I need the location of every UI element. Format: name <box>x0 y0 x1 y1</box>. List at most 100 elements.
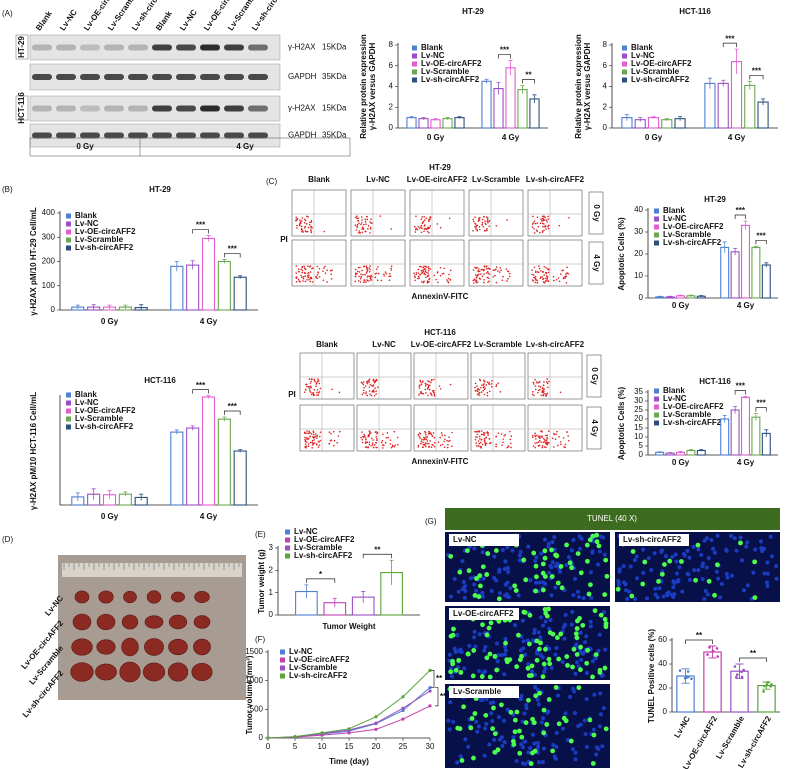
error-bar <box>123 491 128 497</box>
flow-event <box>311 267 313 270</box>
error-bar <box>457 116 462 119</box>
data-point <box>765 683 769 687</box>
bar <box>186 264 200 311</box>
tunel-positive <box>468 725 474 731</box>
flow-plot <box>356 352 412 400</box>
flow-event <box>449 383 452 386</box>
flow-event <box>354 280 357 283</box>
flow-event <box>361 228 363 230</box>
flow-event <box>502 441 504 444</box>
legend-swatch <box>654 404 659 410</box>
y-tick-label: 6 <box>603 61 608 70</box>
tunel-positive <box>544 722 550 727</box>
nucleus <box>769 554 774 559</box>
flow-event <box>478 268 480 270</box>
flow-event <box>428 443 430 445</box>
tunel-positive <box>596 543 602 549</box>
flow-event <box>328 431 331 433</box>
legend-swatch <box>412 69 417 75</box>
nucleus <box>711 546 716 551</box>
nucleus <box>526 544 531 549</box>
flow-event <box>543 229 545 232</box>
nucleus <box>452 646 457 651</box>
flow-event <box>391 445 394 448</box>
flow-event <box>370 444 372 447</box>
legend-label: Lv-NC <box>75 219 99 228</box>
nucleus <box>601 535 606 540</box>
nucleus <box>492 554 497 559</box>
flow-event <box>482 389 485 392</box>
flow-event <box>480 433 483 436</box>
flow-event <box>356 225 358 228</box>
tunel-positive <box>593 652 599 657</box>
legend-swatch <box>622 45 627 51</box>
flow-event <box>537 441 540 443</box>
flow-event <box>566 431 568 433</box>
error-bar <box>222 416 227 422</box>
nucleus <box>590 659 595 664</box>
tunel-positive <box>495 747 501 753</box>
flow-event <box>358 230 361 232</box>
flow-event <box>360 436 362 439</box>
tunel-positive <box>543 646 548 652</box>
error-bar <box>688 449 693 452</box>
flow-event <box>381 444 384 446</box>
flow-event <box>476 229 479 232</box>
tumor <box>96 639 116 655</box>
flow-event <box>492 275 495 278</box>
tunel-positive <box>556 656 562 662</box>
flow-event <box>416 228 419 231</box>
error-bar <box>332 597 337 608</box>
flow-event <box>536 434 538 437</box>
flow-event <box>421 221 424 224</box>
nucleus <box>591 727 596 732</box>
nucleus <box>452 577 457 582</box>
nucleus <box>734 548 739 553</box>
flow-event <box>533 394 535 397</box>
flow-event <box>495 435 497 438</box>
nucleus <box>535 697 540 702</box>
error-bar <box>651 116 656 119</box>
error-bar <box>91 304 96 310</box>
y-tick-label: 10 <box>634 432 643 441</box>
nucleus <box>574 642 579 647</box>
flow-dose-box <box>588 241 604 285</box>
flow-event <box>546 434 549 437</box>
legend-label: Lv-sh-circAFF2 <box>663 418 722 427</box>
y-tick-label: 30 <box>634 396 643 405</box>
panel-label: (F) <box>255 635 266 644</box>
flow-event <box>413 225 416 228</box>
flow-event <box>473 282 475 284</box>
nucleus <box>572 710 577 715</box>
flow-event <box>547 218 550 220</box>
y-tick-label: 8 <box>389 40 394 49</box>
flow-event <box>360 216 363 218</box>
flow-event <box>369 432 371 434</box>
blot-band <box>104 74 124 80</box>
flow-plot <box>527 404 583 452</box>
flow-event <box>364 273 366 276</box>
panel-label: (C) <box>266 177 277 186</box>
flow-event <box>374 273 377 275</box>
y-tick-label: 3 <box>269 543 274 552</box>
flow-event <box>480 439 483 441</box>
nucleus <box>489 589 494 594</box>
flow-event <box>534 222 537 225</box>
flow-event <box>307 386 310 388</box>
flow-dose: 0 Gy <box>590 367 599 385</box>
y-axis-label: Relative protein expression <box>574 34 583 139</box>
flow-event <box>364 385 367 387</box>
x-tick-label: 4 Gy <box>200 512 218 521</box>
y-tick-label: 20 <box>658 683 667 692</box>
flow-event <box>534 378 536 381</box>
nucleus <box>657 586 662 591</box>
nucleus <box>503 648 508 653</box>
flow-event <box>474 274 477 276</box>
flow-event <box>298 270 300 273</box>
nucleus <box>692 568 697 573</box>
flow-event <box>537 381 540 384</box>
flow-event <box>369 265 371 267</box>
flow-event <box>307 445 310 448</box>
nucleus <box>594 752 599 757</box>
nucleus <box>590 550 595 555</box>
